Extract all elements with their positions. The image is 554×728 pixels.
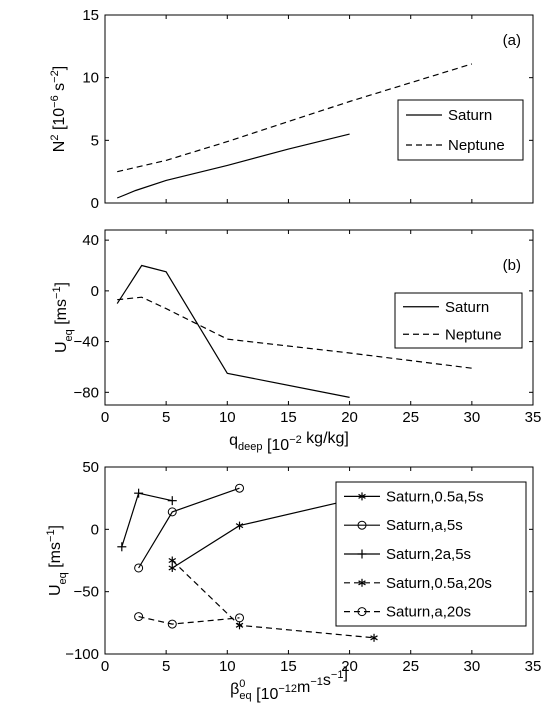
- data-point: [167, 507, 177, 517]
- x-tick-label: 20: [341, 409, 358, 426]
- data-point: [235, 521, 244, 530]
- data-point: [168, 556, 177, 565]
- data-point: [370, 633, 378, 642]
- x-tick-label: 15: [280, 658, 297, 675]
- data-point: [358, 578, 366, 587]
- series-line: [117, 296, 472, 369]
- x-tick-label: 20: [341, 658, 358, 675]
- x-tick-label: 25: [402, 658, 419, 675]
- x-tick-label: 10: [219, 409, 236, 426]
- series-saturn: [116, 133, 350, 199]
- series-line: [116, 264, 350, 398]
- x-tick-label: 10: [219, 658, 236, 675]
- data-point: [357, 549, 367, 559]
- data-point: [235, 483, 245, 493]
- y-axis-label: Ueq [ms−1]: [45, 525, 69, 596]
- legend-label: Neptune: [445, 326, 502, 343]
- legend-label: Saturn: [448, 107, 492, 124]
- series-saturn: [116, 264, 350, 398]
- y-tick-label: 10: [82, 70, 99, 87]
- legend-label: Saturn: [445, 299, 489, 316]
- data-point: [235, 613, 245, 623]
- data-point: [357, 607, 367, 617]
- plot-frame: [104, 466, 534, 655]
- panel-label: (b): [503, 257, 521, 274]
- y-tick-label: −100: [65, 646, 99, 663]
- legend-label: Saturn,2a,5s: [386, 546, 471, 563]
- data-point: [357, 520, 367, 530]
- data-point: [134, 488, 144, 498]
- x-tick-label: 35: [525, 409, 542, 426]
- y-tick-label: −80: [74, 384, 99, 401]
- series-neptune: [117, 63, 473, 173]
- series-saturn-0-5a-20s: [168, 556, 378, 642]
- series-line: [138, 487, 240, 569]
- legend-label: Neptune: [448, 137, 505, 154]
- series-saturn-a-20s: [134, 612, 245, 629]
- y-tick-label: −50: [74, 584, 99, 601]
- data-point: [117, 542, 127, 552]
- y-tick-label: 50: [82, 459, 99, 476]
- data-point: [167, 619, 177, 629]
- series-line: [117, 63, 473, 173]
- x-axis-label: qdeep [10−2 kg/kg]: [229, 430, 349, 454]
- y-tick-label: 0: [91, 283, 99, 300]
- y-tick-label: 15: [82, 7, 99, 24]
- y-tick-label: 0: [91, 195, 99, 212]
- x-tick-label: 30: [464, 658, 481, 675]
- legend-label: Saturn,a,20s: [386, 604, 471, 621]
- legend-label: Saturn,0.5a,5s: [386, 488, 484, 505]
- x-axis-label: β0 eq [10−12m−1s−1]: [230, 665, 348, 703]
- x-tick-label: 30: [464, 409, 481, 426]
- panel-label: (a): [503, 32, 521, 49]
- plot-frame: [104, 229, 534, 406]
- panel-a: 0 5 10 15 (a) N2 [10−6 s−2] Saturn Neptune: [49, 7, 534, 212]
- legend-label: Saturn,a,5s: [386, 517, 463, 534]
- y-axis-label: N2 [10−6 s−2]: [49, 66, 68, 152]
- legend: Saturn,0.5a,5s Saturn,a,5s Saturn,2a,5s Sat…: [335, 481, 527, 627]
- data-point: [168, 563, 177, 572]
- legend: Saturn Neptune: [394, 292, 523, 349]
- data-point: [134, 563, 144, 573]
- y-axis-label: Ueq [ms−1]: [51, 282, 75, 353]
- data-point: [235, 621, 244, 630]
- y-tick-label: 0: [91, 521, 99, 538]
- x-tick-label: 0: [101, 658, 109, 675]
- legend: Saturn Neptune: [397, 99, 524, 161]
- x-tick-label: 15: [280, 409, 297, 426]
- x-tick-label: 5: [162, 658, 170, 675]
- y-tick-label: 5: [91, 132, 99, 149]
- series-line: [138, 616, 240, 625]
- y-tick-label: 40: [82, 232, 99, 249]
- y-tick-label: −40: [74, 334, 99, 351]
- legend-box: [394, 292, 523, 349]
- legend-box: [397, 99, 524, 161]
- plot-frame: [104, 14, 534, 204]
- panel-b: 0 5 10 15 20 25 30 35 −80 −40 0 40 (b) Ueq [ms−1] qdee…: [51, 229, 542, 454]
- data-point: [167, 496, 177, 506]
- series-neptune: [117, 296, 472, 369]
- series-line: [116, 133, 350, 199]
- x-tick-label: 25: [402, 409, 419, 426]
- data-point: [134, 612, 144, 622]
- x-tick-label: 5: [162, 409, 170, 426]
- series-saturn-a-5s: [134, 483, 245, 573]
- legend-label: Saturn,0.5a,20s: [386, 575, 492, 592]
- x-tick-label: 0: [101, 409, 109, 426]
- x-tick-label: 35: [525, 658, 542, 675]
- data-point: [358, 492, 366, 501]
- series-saturn-2a-5s: [117, 488, 177, 552]
